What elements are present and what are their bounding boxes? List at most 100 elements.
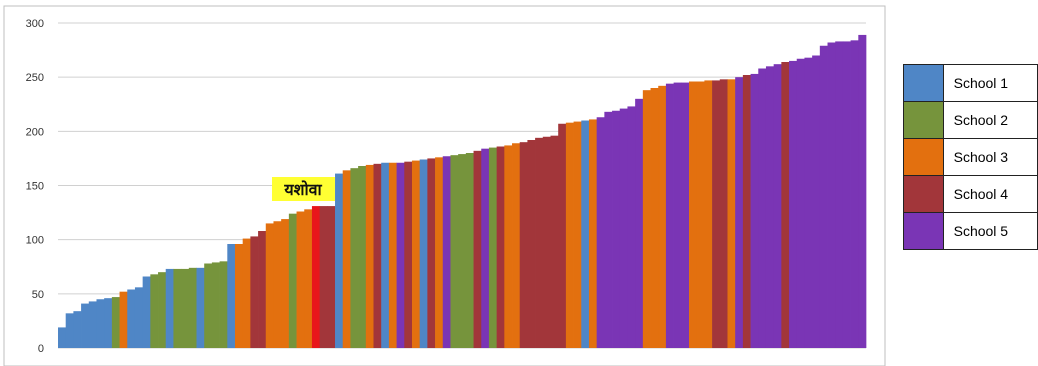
y-tick-label: 150 [26,181,44,193]
bar [812,55,821,348]
bar [765,66,775,348]
bar [65,313,74,348]
bar [542,136,551,348]
annotation: यशोवा [272,177,335,201]
bar [804,57,813,349]
bar [373,163,382,348]
y-axis: 0 50 100 150 200 250 300 [26,18,44,355]
legend-swatch [903,175,944,213]
bar [488,147,497,348]
legend-swatch [903,212,944,250]
bar [234,244,244,348]
bar [258,231,267,348]
bar [581,120,590,348]
bar [835,41,844,349]
bar [219,261,228,348]
bar [665,83,674,349]
bar [188,267,197,348]
legend-entry: School 1 [903,64,1038,102]
legend-label: School 3 [942,138,1038,176]
bar [327,206,336,348]
bar [350,168,359,348]
bar [504,145,513,348]
bar [127,289,136,348]
bar [150,274,159,348]
bar [781,62,790,348]
bar [296,211,305,348]
bar [404,161,413,348]
bar [604,111,613,348]
legend-swatch [903,64,944,102]
bar [619,108,628,348]
bar [750,73,759,349]
bar [458,154,467,348]
legend-label: School 4 [942,175,1038,213]
legend-label: School 5 [942,212,1038,250]
bar [250,236,259,348]
bar [727,79,736,348]
bar [88,301,97,348]
legend-swatch [903,138,944,176]
legend-label: School 2 [942,101,1038,139]
bar [411,160,421,348]
bar [173,268,182,348]
bar-chart: 0 50 100 150 200 250 300 यशोवा [3,5,886,366]
bar [558,123,567,348]
bar [319,206,328,348]
bar [427,158,436,348]
bar [635,98,644,348]
annotation-label: यशोवा [283,180,322,199]
legend-entry: School 4 [903,175,1038,213]
bar [288,213,297,348]
bar [742,75,751,348]
bar [134,287,143,348]
legend: School 1 School 2 School 3 School 4 School 5 [903,64,1038,250]
bar [627,106,636,348]
bar [111,297,120,348]
y-tick-label: 300 [26,18,44,30]
bar [204,263,213,348]
bar [365,164,374,348]
bar [789,60,798,349]
bar [658,85,667,348]
bar [442,156,451,348]
bar [165,268,174,348]
bar [265,223,274,348]
bar [381,162,390,348]
bar [496,146,505,348]
bar [535,137,544,348]
legend-entry: School 2 [903,101,1038,139]
y-tick-label: 200 [26,126,44,138]
bar [696,81,705,348]
bar [827,42,836,348]
bar [673,82,682,348]
bar [181,268,190,348]
bar [773,64,782,349]
bar [735,77,744,349]
y-tick-label: 0 [38,343,44,355]
y-tick-label: 250 [26,72,44,84]
bar [565,122,574,348]
annotation-box [272,177,335,201]
bar [704,80,713,349]
bar [819,45,828,348]
y-tick-label: 50 [32,289,44,301]
bar [642,90,651,349]
bar [388,162,397,348]
bar [550,135,559,348]
bar [588,119,598,348]
y-tick-label: 100 [26,235,44,247]
bar [242,238,251,348]
bar [196,267,205,348]
bar [104,298,113,348]
legend-entry: School 3 [903,138,1038,176]
bar [850,40,859,348]
bar [712,80,721,349]
bar [796,58,805,348]
bar [465,153,474,348]
bar [612,110,621,348]
bar-highlighted [311,206,320,348]
bar [211,262,220,348]
bar [342,170,351,348]
bar [335,173,344,348]
